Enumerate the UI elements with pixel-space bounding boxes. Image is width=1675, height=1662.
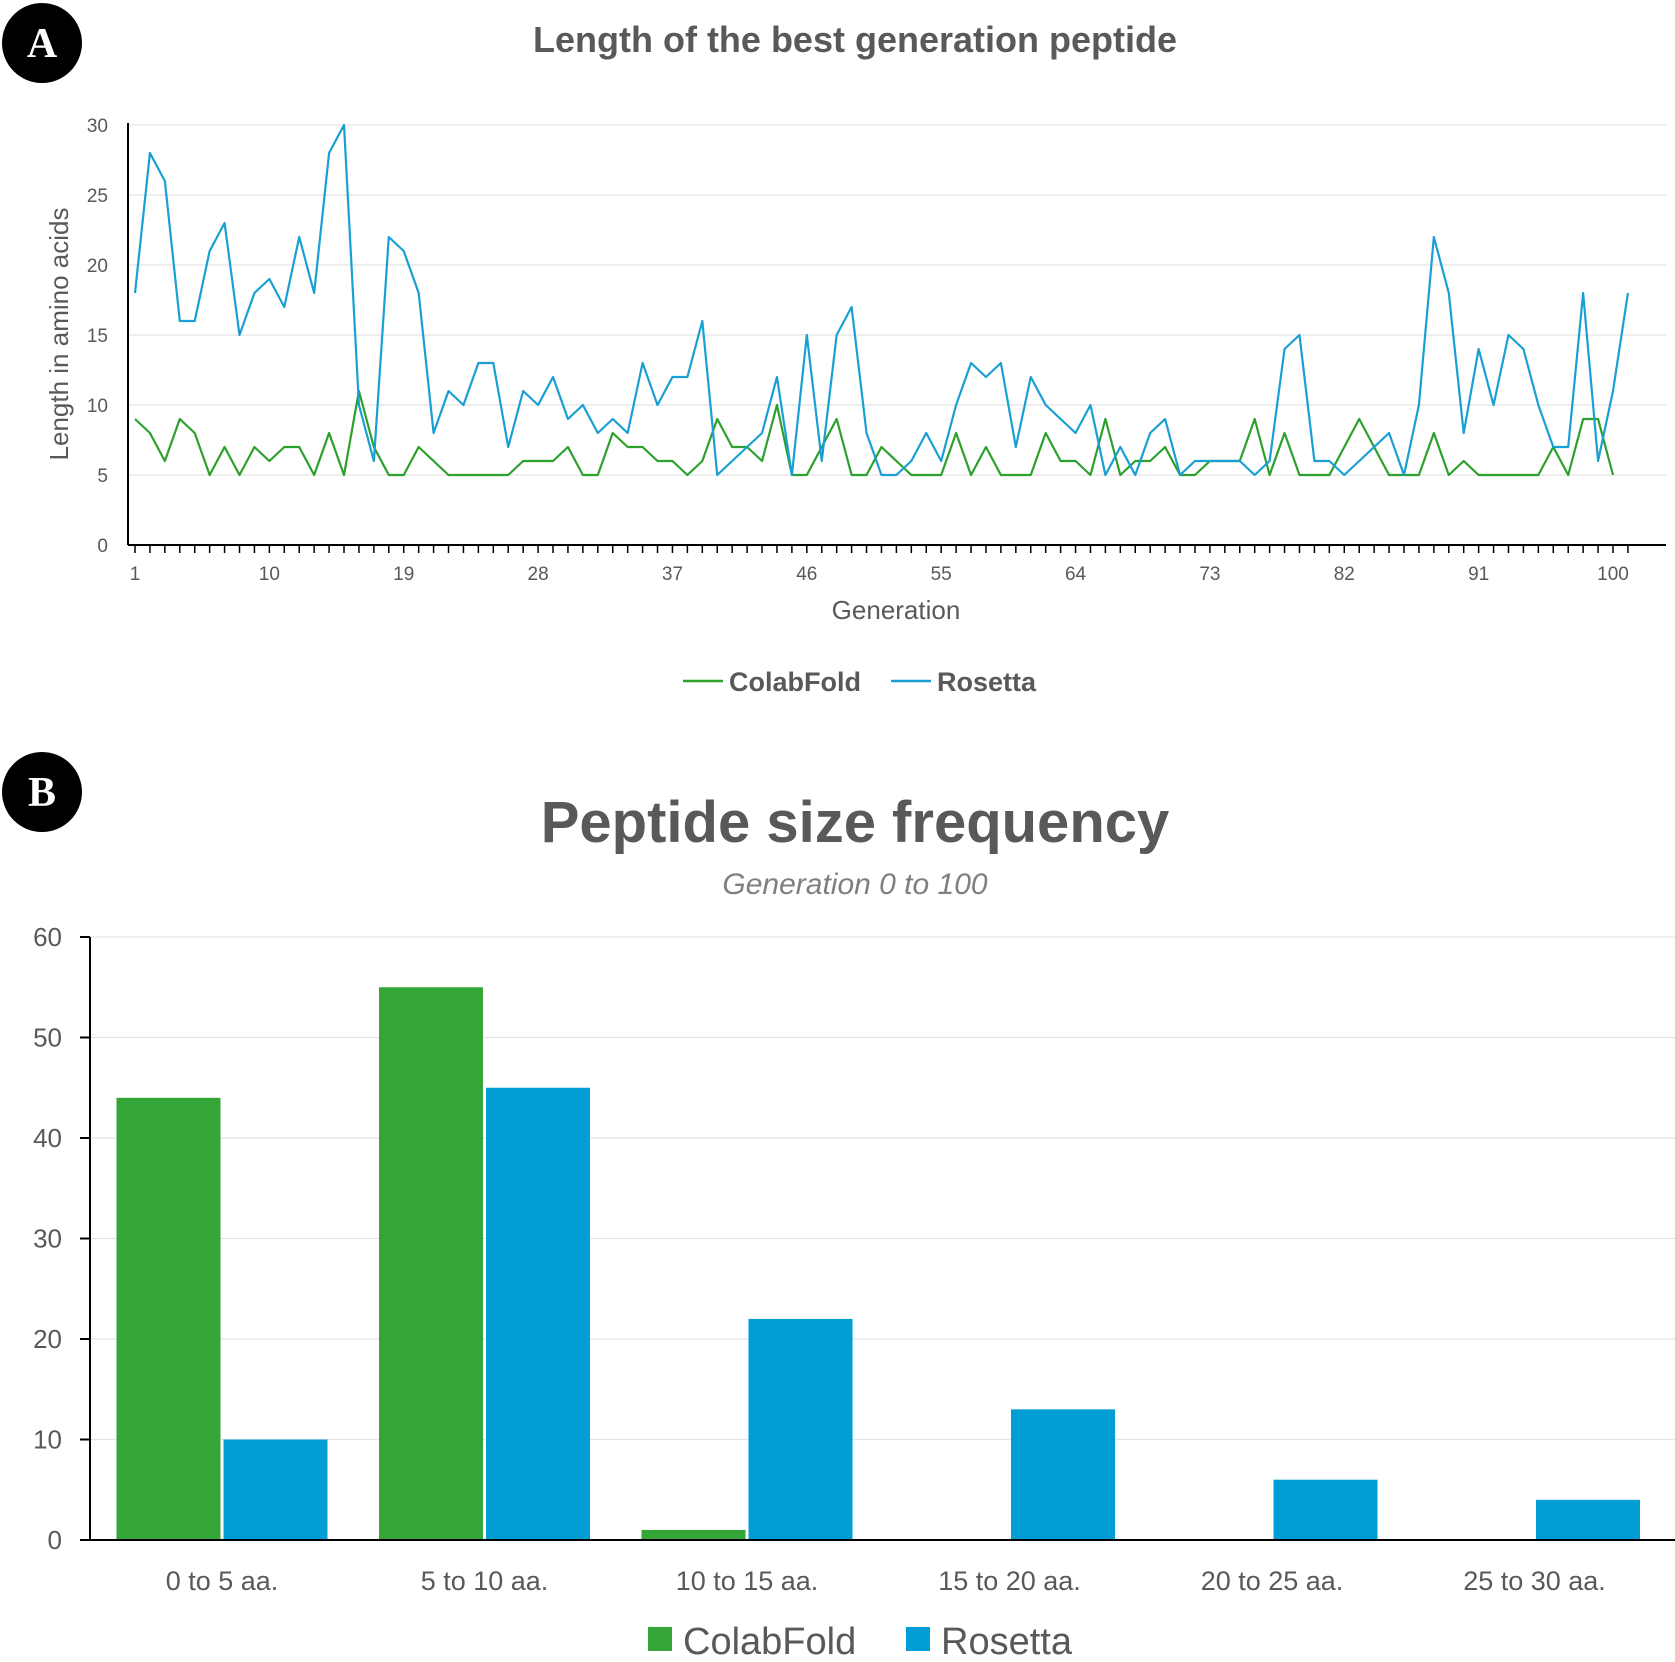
panel-b-y-tick-label: 20 (33, 1324, 62, 1354)
legend-swatch-colabfold (648, 1627, 672, 1651)
panel-a-badge (2, 3, 82, 83)
panel-a-x-tick-label: 46 (796, 564, 817, 585)
panel-a-x-axis-title: Generation (832, 595, 961, 625)
panel-b-category-label: 25 to 30 aa. (1463, 1566, 1606, 1596)
panel-b-title: Peptide size frequency (541, 790, 1170, 855)
panel-a-x-tick-label: 64 (1065, 564, 1087, 585)
panel-b-category-label: 10 to 15 aa. (676, 1566, 819, 1596)
bar-rosetta-3 (748, 1318, 853, 1540)
panel-a-y-tick-label: 30 (87, 116, 108, 137)
panel-a-title: Length of the best generation peptide (533, 19, 1177, 60)
legend-swatch-rosetta (906, 1627, 930, 1651)
panel-a-x-tick-label: 10 (259, 564, 280, 585)
panel-a-x-tick-label: 100 (1597, 564, 1629, 585)
bar-colabfold-1 (116, 1097, 221, 1540)
panel-a-x-tick-label: 37 (662, 564, 683, 585)
panel-b-y-tick-label: 50 (33, 1023, 62, 1053)
legend-label-rosetta: Rosetta (941, 1621, 1073, 1662)
bar-rosetta-4 (1011, 1409, 1115, 1540)
panel-a-y-tick-label: 0 (97, 536, 108, 557)
panel-b-category-label: 15 to 20 aa. (938, 1566, 1081, 1596)
panel-b-legend: ColabFold Rosetta (648, 1621, 1073, 1662)
panel-a-x-tick-label: 73 (1199, 564, 1220, 585)
panel-b-gridlines (80, 936, 1675, 1441)
panel-a-legend: ColabFold Rosetta (683, 667, 1037, 697)
series-line-colabfold (134, 389, 1615, 477)
bar-rosetta-6 (1536, 1499, 1640, 1540)
panel-b-bars (116, 987, 1640, 1540)
panel-a-x-tick-label: 28 (528, 564, 549, 585)
panel-a-x-ticks: 1 10 19 28 37 46 55 64 73 82 91 100 (130, 545, 1629, 585)
series-line-rosetta (133, 123, 1630, 477)
panel-b-subtitle: Generation 0 to 100 (722, 868, 988, 901)
panel-a-y-axis-title: Length in amino acids (44, 208, 74, 461)
panel-b-y-tick-label: 10 (33, 1425, 62, 1455)
bar-rosetta-5 (1273, 1479, 1378, 1540)
panel-a-y-tick-label: 15 (87, 326, 108, 347)
panel-a-series (133, 123, 1630, 477)
bar-colabfold-3 (641, 1529, 746, 1540)
bar-colabfold-2 (379, 987, 483, 1540)
panel-a-badge-label: A (27, 21, 58, 67)
panel-a-x-tick-label: 91 (1468, 564, 1489, 585)
panel-a-y-tick-label: 20 (87, 256, 108, 277)
panel-b-y-tick-labels: 0 10 20 30 40 50 60 (33, 922, 90, 1555)
panel-b-category-labels: 0 to 5 aa. 5 to 10 aa. 10 to 15 aa. 15 to 2… (166, 1566, 1606, 1596)
panel-a-y-tick-labels: 0 5 10 15 20 25 30 (87, 116, 108, 557)
legend-label-colabfold: ColabFold (729, 667, 861, 697)
bar-rosetta-2 (486, 1087, 590, 1540)
panel-a-x-tick-label: 55 (931, 564, 952, 585)
panel-b-y-tick-label: 0 (48, 1525, 62, 1555)
panel-a-y-tick-label: 5 (97, 466, 108, 487)
panel-b-y-tick-label: 60 (33, 922, 62, 952)
panel-a-x-tick-label: 1 (130, 564, 141, 585)
panel-b: B Peptide size frequency Generation 0 to… (2, 752, 1675, 1662)
panel-b-badge-label: B (28, 770, 56, 816)
panel-b-category-label: 0 to 5 aa. (166, 1566, 279, 1596)
panel-a-y-tick-label: 25 (87, 186, 108, 207)
panel-a-y-tick-label: 10 (87, 396, 108, 417)
panel-a-x-tick-label: 82 (1334, 564, 1355, 585)
panel-b-y-tick-label: 40 (33, 1123, 62, 1153)
panel-b-category-label: 5 to 10 aa. (421, 1566, 549, 1596)
panel-a: A Length of the best generation peptide … (2, 3, 1666, 697)
panel-a-gridlines (128, 124, 1666, 476)
panel-b-category-label: 20 to 25 aa. (1201, 1566, 1344, 1596)
panel-b-badge (2, 752, 82, 832)
legend-label-rosetta: Rosetta (937, 667, 1037, 697)
panel-b-y-tick-label: 30 (33, 1224, 62, 1254)
legend-label-colabfold: ColabFold (683, 1621, 856, 1662)
panel-a-x-tick-label: 19 (393, 564, 414, 585)
bar-rosetta-1 (223, 1439, 328, 1540)
